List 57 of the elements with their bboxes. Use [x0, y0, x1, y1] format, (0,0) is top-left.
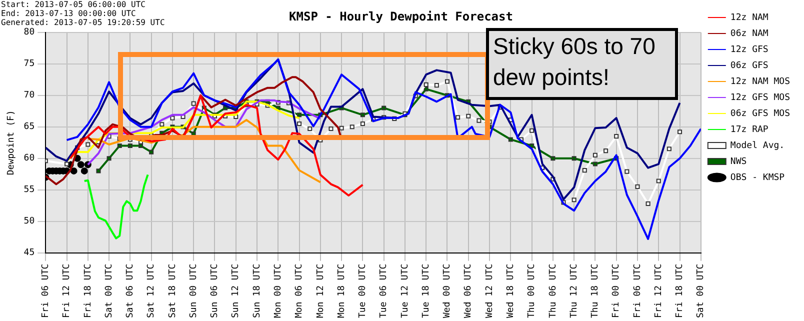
x-tick-label: Fri 06 UTC [40, 264, 51, 318]
y-tick-label: 75 [24, 59, 35, 70]
x-tick-label: Mon 12 UTC [316, 264, 326, 318]
x-tick-label: Fri 18 UTC [83, 264, 94, 318]
y-tick-label: 65 [24, 122, 35, 132]
x-tick-label: Tue 06 UTC [379, 264, 390, 318]
legend-label: 12z NAM [730, 12, 769, 23]
x-tick-label: Wed 00 UTC [442, 264, 453, 318]
annotation: Sticky 60s to 70 dew points! [486, 28, 678, 100]
y-axis-title: Dewpoint (F) [6, 110, 17, 176]
chart-title: KMSP - Hourly Dewpoint Forecast [289, 9, 513, 24]
x-tick-label: Thu 12 UTC [569, 264, 580, 318]
x-tick-label: Wed 12 UTC [484, 264, 495, 318]
legend-label: OBS - KMSP [730, 172, 786, 183]
x-tick-label: Tue 18 UTC [421, 264, 432, 318]
x-tick-label: Tue 00 UTC [358, 264, 368, 318]
y-tick-label: 50 [24, 216, 35, 227]
y-tick-label: 55 [24, 185, 35, 196]
x-tick-label: Sat 00 UTC [104, 264, 114, 318]
legend-label: 06z GFS [730, 60, 768, 71]
x-tick-label: Thu 06 UTC [548, 264, 558, 318]
x-tick-label: Fri 00 UTC [612, 264, 622, 318]
y-tick-label: 60 [24, 154, 35, 164]
y-tick-label: 45 [24, 248, 35, 258]
x-tick-label: Sat 06 UTC [126, 264, 136, 318]
x-tick-label: Fri 18 UTC [675, 264, 686, 318]
legend-label: 12z GFS [730, 44, 768, 55]
x-tick-label: Sun 00 UTC [188, 264, 199, 318]
x-tick-label: Fri 06 UTC [632, 264, 643, 318]
x-tick-label: Sun 18 UTC [252, 264, 262, 318]
x-tick-label: Mon 18 UTC [336, 264, 347, 318]
x-tick-label: Mon 06 UTC [294, 264, 305, 318]
y-tick-label: 80 [24, 28, 35, 38]
legend-label: 06z NAM [730, 28, 769, 39]
legend-label: 17z RAP [730, 124, 769, 135]
x-tick-label: Thu 18 UTC [590, 264, 601, 318]
x-tick-label: Thu 00 UTC [527, 264, 538, 318]
legend-label: Model Avg. [730, 140, 785, 151]
y-tick-label: 70 [24, 90, 35, 101]
x-tick-label: Sun 06 UTC [210, 264, 220, 318]
text: Start: 2013-07-05 06:00:00 UTC [1, 0, 146, 9]
x-tick-label: Tue 12 UTC [400, 264, 410, 318]
x-tick-label: Sat 12 UTC [146, 264, 157, 318]
x-tick-label: Fri 12 UTC [62, 264, 72, 318]
text: Generated: 2013-07-05 19:20:59 UTC [1, 18, 165, 27]
x-tick-label: Wed 06 UTC [464, 264, 474, 318]
x-tick-label: Mon 00 UTC [273, 264, 284, 318]
x-tick-label: Sat 00 UTC [696, 264, 706, 318]
legend-label: 06z GFS MOS [730, 108, 790, 119]
legend-label: NWS [730, 156, 747, 167]
x-tick-label: Sun 12 UTC [231, 264, 242, 318]
legend-label: 12z NAM MOS [730, 76, 790, 87]
x-tick-label: Fri 12 UTC [654, 264, 664, 318]
x-tick-label: Sat 18 UTC [168, 264, 178, 318]
text: End: 2013-07-13 00:00:00 UTC [1, 9, 137, 18]
legend-label: 12z GFS MOS [730, 92, 790, 103]
x-tick-label: Wed 18 UTC [506, 264, 516, 318]
